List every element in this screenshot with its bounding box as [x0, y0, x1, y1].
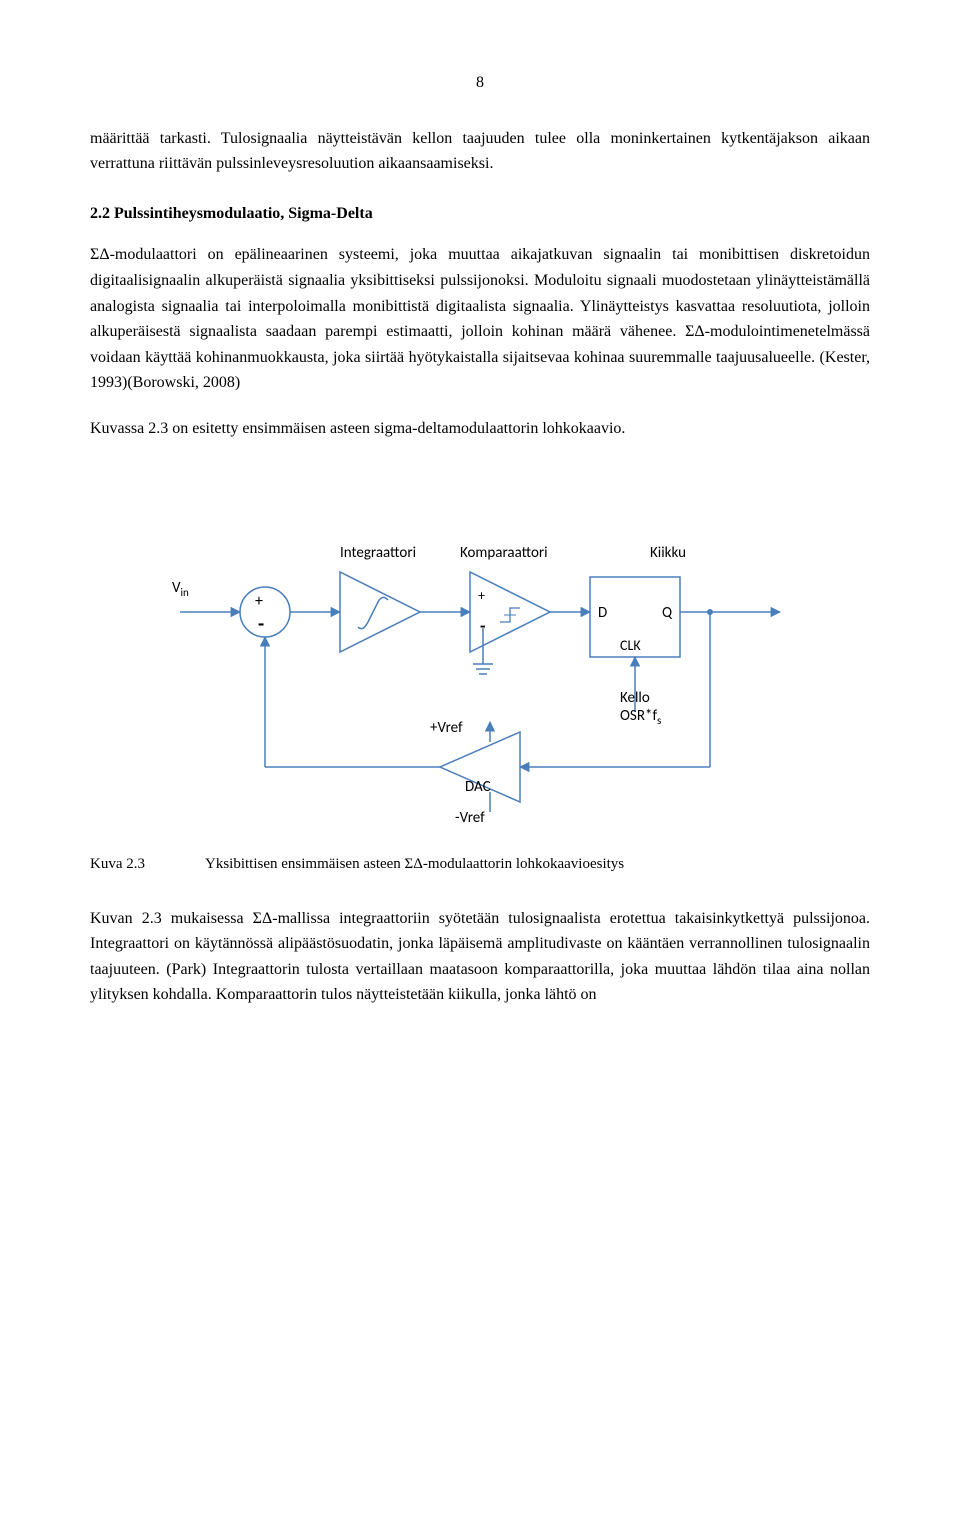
comp-plus: + — [478, 587, 485, 604]
intro-paragraph: määrittää tarkasti. Tulosignaalia näytte… — [90, 126, 870, 177]
plus-vref-label: +Vref — [430, 719, 463, 737]
vin-label: Vin — [172, 579, 189, 599]
integrator-block — [340, 572, 420, 652]
figure-caption: Kuva 2.3 Yksibittisen ensimmäisen asteen… — [90, 852, 870, 876]
caption-text: Yksibittisen ensimmäisen asteen ΣΔ-modul… — [205, 852, 624, 876]
sum-plus: + — [255, 592, 263, 611]
after-paragraph: Kuvan 2.3 mukaisessa ΣΔ-mallissa integra… — [90, 906, 870, 1008]
ff-d-label: D — [598, 604, 607, 622]
summing-node — [240, 587, 290, 637]
caption-label: Kuva 2.3 — [90, 852, 145, 876]
ff-q-label: Q — [662, 604, 673, 622]
kello-label-2: OSR*fs — [620, 707, 661, 727]
kello-label-1: Kello — [620, 689, 650, 707]
page-number: 8 — [90, 70, 870, 96]
main-paragraph: ΣΔ-modulaattori on epälineaarinen systee… — [90, 242, 870, 396]
ff-clk-label: CLK — [620, 637, 641, 654]
comparator-label: Komparaattori — [460, 544, 548, 562]
minus-vref-label: -Vref — [455, 809, 485, 822]
flipflop-label: Kiikku — [650, 544, 686, 562]
dac-label: DAC — [465, 778, 491, 796]
sum-minus: - — [258, 612, 264, 636]
figref-paragraph: Kuvassa 2.3 on esitetty ensimmäisen aste… — [90, 416, 870, 442]
section-heading: 2.2 Pulssintiheysmodulaatio, Sigma-Delta — [90, 201, 870, 227]
block-diagram-figure: Vin + - Integraattori Komparaattori + - … — [90, 482, 870, 822]
integrator-label: Integraattori — [340, 544, 416, 562]
